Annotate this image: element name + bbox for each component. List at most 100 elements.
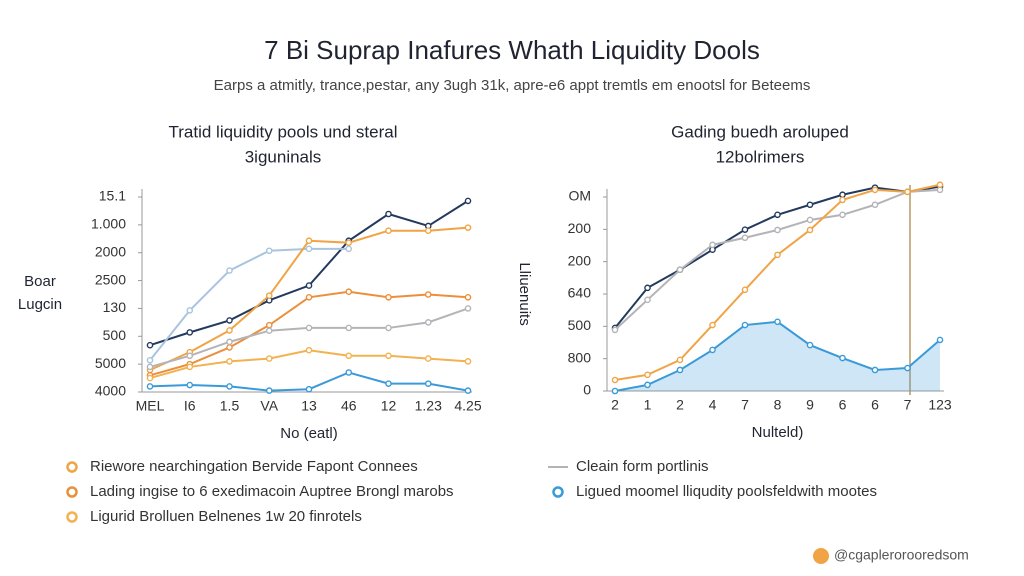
watermark-icon (813, 548, 829, 564)
y-tick-label: 15.1 (99, 188, 126, 204)
point (265, 355, 273, 362)
x-tick-label: 6 (871, 397, 879, 413)
point (146, 356, 154, 364)
y-tick-label: 200 (568, 252, 592, 268)
point (936, 181, 944, 189)
y-tick-label: 1.000 (91, 216, 126, 232)
point (345, 352, 353, 360)
chart-title: 12bolrimers (716, 147, 805, 166)
x-tick-label: 2 (676, 397, 684, 413)
x-tick-label: 12 (381, 398, 397, 414)
point (774, 211, 781, 219)
series-line (149, 247, 349, 361)
point (305, 346, 313, 354)
x-tick-label: 1.23 (415, 398, 442, 414)
y-tick-label: 500 (568, 317, 592, 333)
point (424, 227, 432, 235)
point (839, 196, 846, 204)
point (424, 291, 432, 298)
x-tick-label: MEL (136, 398, 165, 414)
point (611, 376, 619, 384)
point (709, 321, 716, 329)
point (709, 346, 716, 354)
point (226, 383, 233, 390)
watermark: @cgaplerorooredsom (834, 547, 969, 563)
point (186, 363, 194, 371)
point (146, 383, 154, 390)
point (385, 324, 392, 332)
point (424, 355, 432, 362)
y-tick-label: OM (568, 188, 591, 204)
point (871, 366, 879, 374)
x-axis-label: Nulteld) (752, 424, 804, 441)
point (741, 286, 749, 294)
point (265, 292, 273, 299)
point (774, 251, 781, 259)
point (265, 387, 273, 394)
point (611, 387, 619, 395)
point (146, 374, 154, 382)
chart-title: Tratid liquidity pools und steral (169, 122, 398, 141)
point (305, 245, 313, 253)
point (464, 387, 472, 394)
point (424, 380, 432, 387)
point (385, 227, 392, 235)
y-tick-label: 2000 (95, 243, 126, 259)
x-axis-label: No (eatl) (280, 425, 338, 442)
point (741, 234, 749, 242)
point (186, 307, 194, 314)
point (644, 284, 651, 292)
point (345, 245, 353, 253)
y-tick-label: 4000 (95, 383, 126, 399)
point (741, 226, 749, 233)
point (345, 369, 353, 376)
point (904, 188, 911, 196)
point (265, 247, 273, 255)
point (146, 363, 154, 371)
y-tick-label: 5000 (95, 355, 126, 371)
x-tick-label: 2 (611, 397, 619, 413)
x-tick-label: 7 (904, 397, 912, 413)
page-title: 7 Bi Suprap Inafures Whath Liquidity Doo… (264, 35, 760, 65)
x-tick-label: 8 (774, 397, 782, 413)
point (226, 327, 233, 334)
point (839, 191, 846, 199)
point (611, 326, 619, 334)
point (644, 296, 651, 304)
point (676, 366, 684, 374)
x-tick-label: I6 (184, 398, 196, 414)
x-tick-label: 6 (839, 397, 847, 413)
x-tick-label: VA (260, 398, 278, 414)
point (774, 318, 781, 326)
point (936, 186, 944, 194)
point (904, 364, 911, 372)
y-tick-label: 500 (103, 327, 127, 343)
page-subtitle: Earps a atmitly, trance,pestar, any 3ugh… (214, 77, 811, 94)
x-tick-label: 1 (644, 397, 652, 413)
point (676, 266, 684, 274)
point (146, 341, 154, 349)
point (385, 380, 392, 387)
point (839, 211, 846, 219)
point (265, 321, 273, 329)
point (806, 226, 814, 234)
y-tick-label: 200 (568, 220, 592, 236)
point (806, 201, 814, 209)
y-tick-label: 0 (583, 382, 591, 398)
legend-symbol (66, 486, 78, 498)
point (186, 352, 194, 360)
legend-label: Riewore nearchingation Bervide Fapont Co… (90, 458, 418, 475)
point (305, 282, 313, 289)
point (644, 371, 651, 379)
point (806, 216, 814, 224)
point (226, 267, 233, 274)
legend-symbol (552, 486, 564, 498)
x-tick-label: 123 (928, 397, 952, 413)
legend-label: Cleain form portlinis (576, 458, 709, 475)
x-tick-label: 7 (741, 397, 749, 413)
legend-symbol (66, 511, 78, 523)
point (305, 324, 313, 332)
point (226, 338, 233, 346)
point (936, 336, 944, 344)
